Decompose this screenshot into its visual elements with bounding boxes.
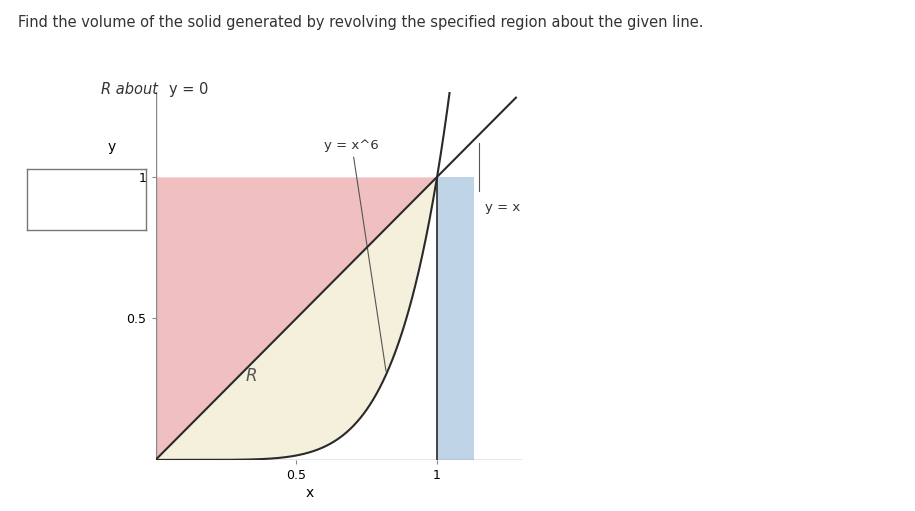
X-axis label: x: x <box>305 485 314 500</box>
Text: y = x: y = x <box>485 201 521 214</box>
Text: Find the volume of the solid generated by revolving the specified region about t: Find the volume of the solid generated b… <box>18 15 704 30</box>
Text: y = 0: y = 0 <box>169 82 209 97</box>
Text: R about: R about <box>101 82 162 97</box>
Text: R: R <box>245 367 257 385</box>
Text: y: y <box>107 140 116 154</box>
Text: y = x^6: y = x^6 <box>325 138 386 371</box>
